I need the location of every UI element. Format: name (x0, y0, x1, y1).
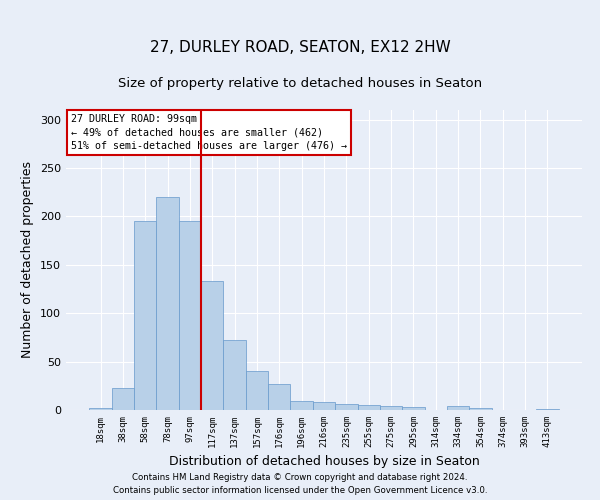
Bar (536, 409, 559, 410)
Bar (313, 402, 335, 410)
Text: Contains public sector information licensed under the Open Government Licence v3: Contains public sector information licen… (113, 486, 487, 495)
Bar (157, 197, 179, 410)
Y-axis label: Number of detached properties: Number of detached properties (22, 162, 34, 358)
X-axis label: Distribution of detached houses by size in Seaton: Distribution of detached houses by size … (169, 456, 479, 468)
Bar (469, 408, 491, 410)
Bar (112, 388, 134, 410)
Bar (335, 404, 358, 410)
Bar (358, 405, 380, 410)
Bar (402, 407, 425, 410)
Bar (134, 222, 157, 410)
Bar (223, 340, 246, 410)
Bar (380, 406, 402, 410)
Bar (246, 372, 268, 410)
Text: Size of property relative to detached houses in Seaton: Size of property relative to detached ho… (118, 77, 482, 90)
Bar (268, 384, 290, 410)
Bar (290, 402, 313, 410)
Text: 27, DURLEY ROAD, SEATON, EX12 2HW: 27, DURLEY ROAD, SEATON, EX12 2HW (149, 40, 451, 55)
Bar (201, 282, 223, 410)
Bar (179, 222, 201, 410)
Bar (447, 406, 469, 410)
Bar (89, 408, 112, 410)
Text: Contains HM Land Registry data © Crown copyright and database right 2024.: Contains HM Land Registry data © Crown c… (132, 474, 468, 482)
Text: 27 DURLEY ROAD: 99sqm
← 49% of detached houses are smaller (462)
51% of semi-det: 27 DURLEY ROAD: 99sqm ← 49% of detached … (71, 114, 347, 151)
